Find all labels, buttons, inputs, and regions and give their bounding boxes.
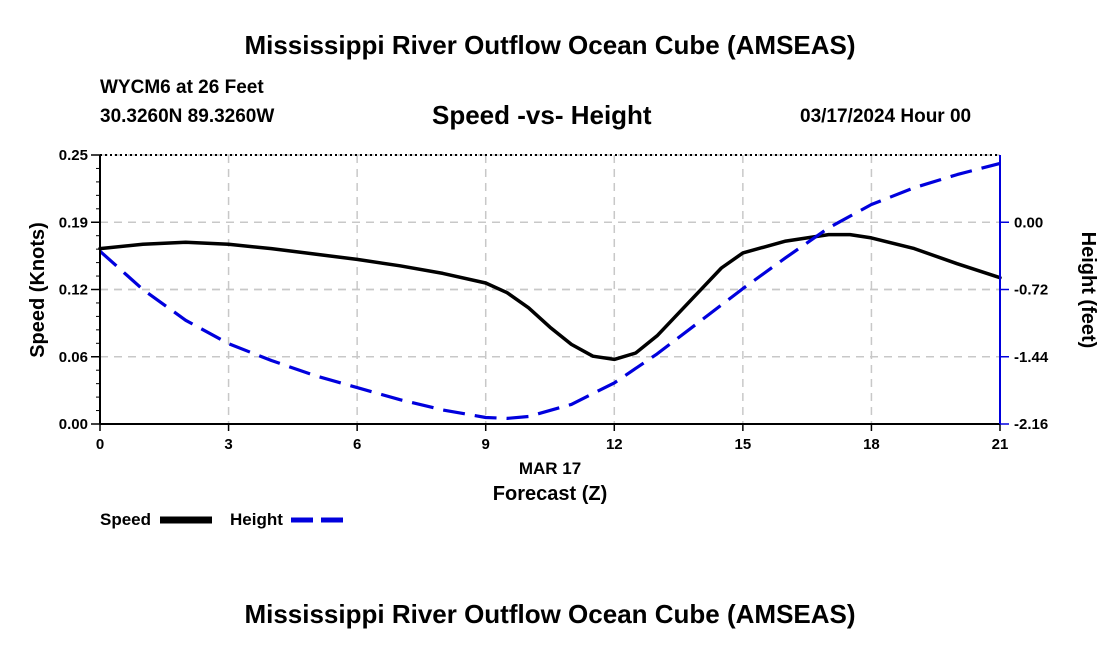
legend-label-speed: Speed (100, 510, 151, 529)
y-tick-label: 0.00 (59, 416, 88, 433)
y-axis-label: Speed (Knots) (27, 222, 49, 358)
coordinates-label: 30.3260N 89.3260W (100, 106, 275, 127)
y-tick-label: 0.06 (59, 349, 88, 366)
chart-subtitle: Speed -vs- Height (432, 100, 652, 130)
x-tick-label: 9 (482, 436, 490, 453)
y-tick-label: 0.25 (59, 147, 88, 164)
y2-tick-label: -2.16 (1014, 416, 1048, 433)
grid-layer (100, 154, 1000, 425)
x-tick-label: 12 (606, 436, 623, 453)
x-tick-label: 0 (96, 436, 104, 453)
chart-title-bottom: Mississippi River Outflow Ocean Cube (AM… (244, 599, 856, 629)
x-axis-label: Forecast (Z) (493, 483, 607, 505)
y-tick-label: 0.19 (59, 214, 88, 231)
series-line-speed (98, 232, 1002, 362)
legend-label-height: Height (230, 510, 283, 529)
x-axis-date-label: MAR 17 (519, 459, 581, 478)
x-tick-label: 6 (353, 436, 361, 453)
x-tick-label: 15 (735, 436, 752, 453)
x-tick-label: 18 (863, 436, 880, 453)
y2-axis-label: Height (feet) (1077, 232, 1099, 349)
station-label: WYCM6 at 26 Feet (100, 77, 264, 98)
series-layer (98, 161, 1002, 420)
x-tick-label: 21 (992, 436, 1009, 453)
y2-tick-label: -0.72 (1014, 282, 1048, 299)
series-line-height (98, 161, 1001, 420)
x-tick-label: 3 (224, 436, 232, 453)
chart-title-top: Mississippi River Outflow Ocean Cube (AM… (244, 30, 856, 60)
frame-layer (91, 154, 1009, 431)
y-tick-label: 0.12 (59, 282, 88, 299)
forecast-datetime: 03/17/2024 Hour 00 (800, 106, 972, 127)
labels-layer: 0 3 6 9 12 15 18 21 0.00 0.06 0.12 0.19 0.25 -2.16 -1.… (27, 147, 1099, 505)
legend: Speed Height (100, 510, 343, 529)
y2-tick-label: -1.44 (1014, 349, 1049, 366)
y2-tick-label: 0.00 (1014, 214, 1043, 231)
